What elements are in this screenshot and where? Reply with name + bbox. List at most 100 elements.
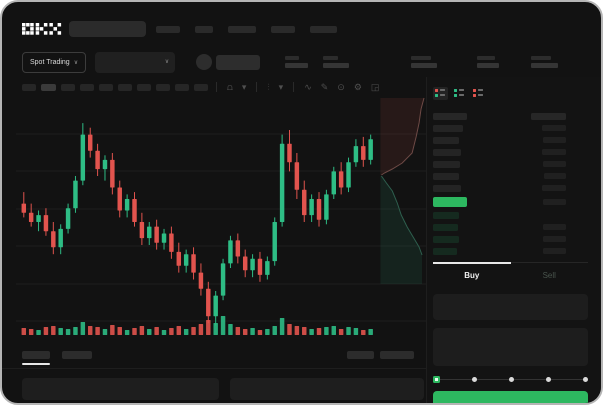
market-stat (285, 56, 309, 68)
bid-price-skeleton (433, 247, 457, 255)
last-price-badge[interactable] (433, 196, 467, 207)
amount-skeleton (543, 248, 566, 254)
bid-row[interactable] (433, 233, 588, 245)
nav-item[interactable] (195, 25, 213, 33)
bid-row[interactable] (433, 209, 588, 221)
tab-label-skeleton (22, 351, 50, 359)
market-stat (323, 56, 350, 68)
bottom-action[interactable] (347, 351, 374, 359)
divider (216, 82, 217, 92)
timeframe-button[interactable] (118, 83, 132, 91)
timeframe-button[interactable] (22, 83, 36, 91)
market-type-dropdown[interactable]: Spot Trading ∨ (22, 51, 87, 73)
nav-item[interactable] (156, 25, 180, 33)
bottom-tab[interactable] (62, 351, 92, 359)
slider-dot[interactable] (583, 376, 588, 382)
price-column-header-skeleton (433, 113, 467, 120)
timeframe-button[interactable] (175, 83, 189, 91)
tab-sell[interactable]: Sell (542, 271, 556, 280)
draw-pencil-icon[interactable]: ✎ (320, 82, 329, 92)
bid-row[interactable] (433, 245, 588, 257)
ask-row[interactable] (433, 134, 588, 146)
nav-menu (156, 25, 337, 33)
orderbook-combined-icon[interactable] (433, 86, 448, 100)
orderbook-table (433, 111, 588, 257)
chevron-down-icon[interactable]: ▾ (278, 82, 284, 92)
bottom-action[interactable] (380, 351, 414, 359)
candle-style-icon[interactable]: ⩍ (227, 82, 233, 92)
price-input-skeleton[interactable] (433, 294, 588, 320)
fullscreen-icon[interactable]: ◲ (370, 82, 380, 92)
search-input[interactable] (69, 21, 146, 37)
nav-item[interactable] (310, 25, 337, 33)
amount-skeleton (543, 198, 566, 205)
tab-buy[interactable]: Buy (464, 271, 480, 280)
indicators-icon[interactable]: ⫶ (267, 82, 270, 92)
ask-row[interactable] (433, 182, 588, 194)
amount-skeleton (543, 137, 566, 143)
slider-dots (433, 374, 588, 384)
amount-slider[interactable] (433, 374, 588, 384)
slider-dot[interactable] (472, 376, 477, 382)
chevron-down-icon[interactable]: ▾ (241, 82, 247, 92)
okx-logo (22, 22, 62, 35)
orderbook-bids-icon[interactable] (452, 87, 467, 100)
slider-dot[interactable] (509, 376, 514, 382)
timeframe-button[interactable] (61, 83, 75, 91)
ask-price-skeleton (433, 148, 461, 156)
ask-row[interactable] (433, 158, 588, 170)
orderbook-header-row (433, 111, 588, 122)
orderbook-asks-icon[interactable] (471, 87, 486, 100)
orderbook-view-toggle (433, 83, 588, 103)
slider-dot[interactable] (546, 376, 551, 382)
stat-label-skeleton (531, 56, 552, 60)
action-label-skeleton (347, 351, 374, 359)
buy-button[interactable] (433, 391, 588, 403)
chevron-down-icon: ∨ (164, 58, 170, 65)
stat-value-skeleton (323, 63, 350, 68)
pair-name-skeleton (216, 54, 261, 70)
ask-price-skeleton (433, 160, 460, 168)
timeframe-button[interactable] (80, 83, 94, 91)
ask-row[interactable] (433, 170, 588, 182)
ask-row[interactable] (433, 122, 588, 134)
stat-value-skeleton (531, 63, 559, 68)
active-tab-indicator (433, 262, 511, 264)
chart-toolbar: ⩍ ▾ ⫶ ▾ ∿ ✎ ⊙ ⚙ ◲ (2, 77, 426, 97)
candlestick-chart[interactable] (2, 97, 426, 345)
asks-list (433, 122, 588, 194)
slider-handle[interactable] (433, 375, 440, 383)
amount-skeleton (542, 149, 566, 155)
market-stat (411, 56, 438, 68)
amount-skeleton (544, 173, 566, 179)
orderbook-panel: Buy Sell (426, 77, 601, 403)
nav-item[interactable] (271, 25, 295, 33)
bid-row[interactable] (433, 221, 588, 233)
amount-input-skeleton[interactable] (433, 328, 588, 366)
timeframe-button[interactable] (137, 83, 151, 91)
amount-skeleton (543, 161, 566, 167)
timeframe-button[interactable] (99, 83, 113, 91)
stat-value-skeleton (411, 63, 438, 68)
camera-icon[interactable]: ⊙ (337, 82, 345, 92)
ask-price-skeleton (433, 184, 461, 192)
bid-price-skeleton (433, 211, 459, 219)
timeframe-button[interactable] (194, 83, 208, 91)
timeframe-button[interactable] (156, 83, 170, 91)
stat-value-skeleton (285, 63, 309, 68)
timeframe-button[interactable] (41, 83, 56, 91)
bid-price-skeleton (433, 223, 458, 231)
market-header-bar: Spot Trading ∨ ∨ (2, 51, 601, 73)
amount-skeleton (542, 125, 566, 131)
wave-line-icon[interactable]: ∿ (304, 82, 312, 92)
divider (256, 82, 258, 92)
info-panel-skeleton (230, 378, 424, 400)
settings-gear-icon[interactable]: ⚙ (353, 82, 362, 92)
nav-item[interactable] (228, 25, 256, 33)
ask-row[interactable] (433, 146, 588, 158)
pair-selector-dropdown[interactable]: ∨ (95, 51, 176, 73)
bottom-tab[interactable] (22, 351, 50, 365)
bottom-info-panels (2, 378, 426, 400)
stat-label-skeleton (285, 56, 300, 60)
